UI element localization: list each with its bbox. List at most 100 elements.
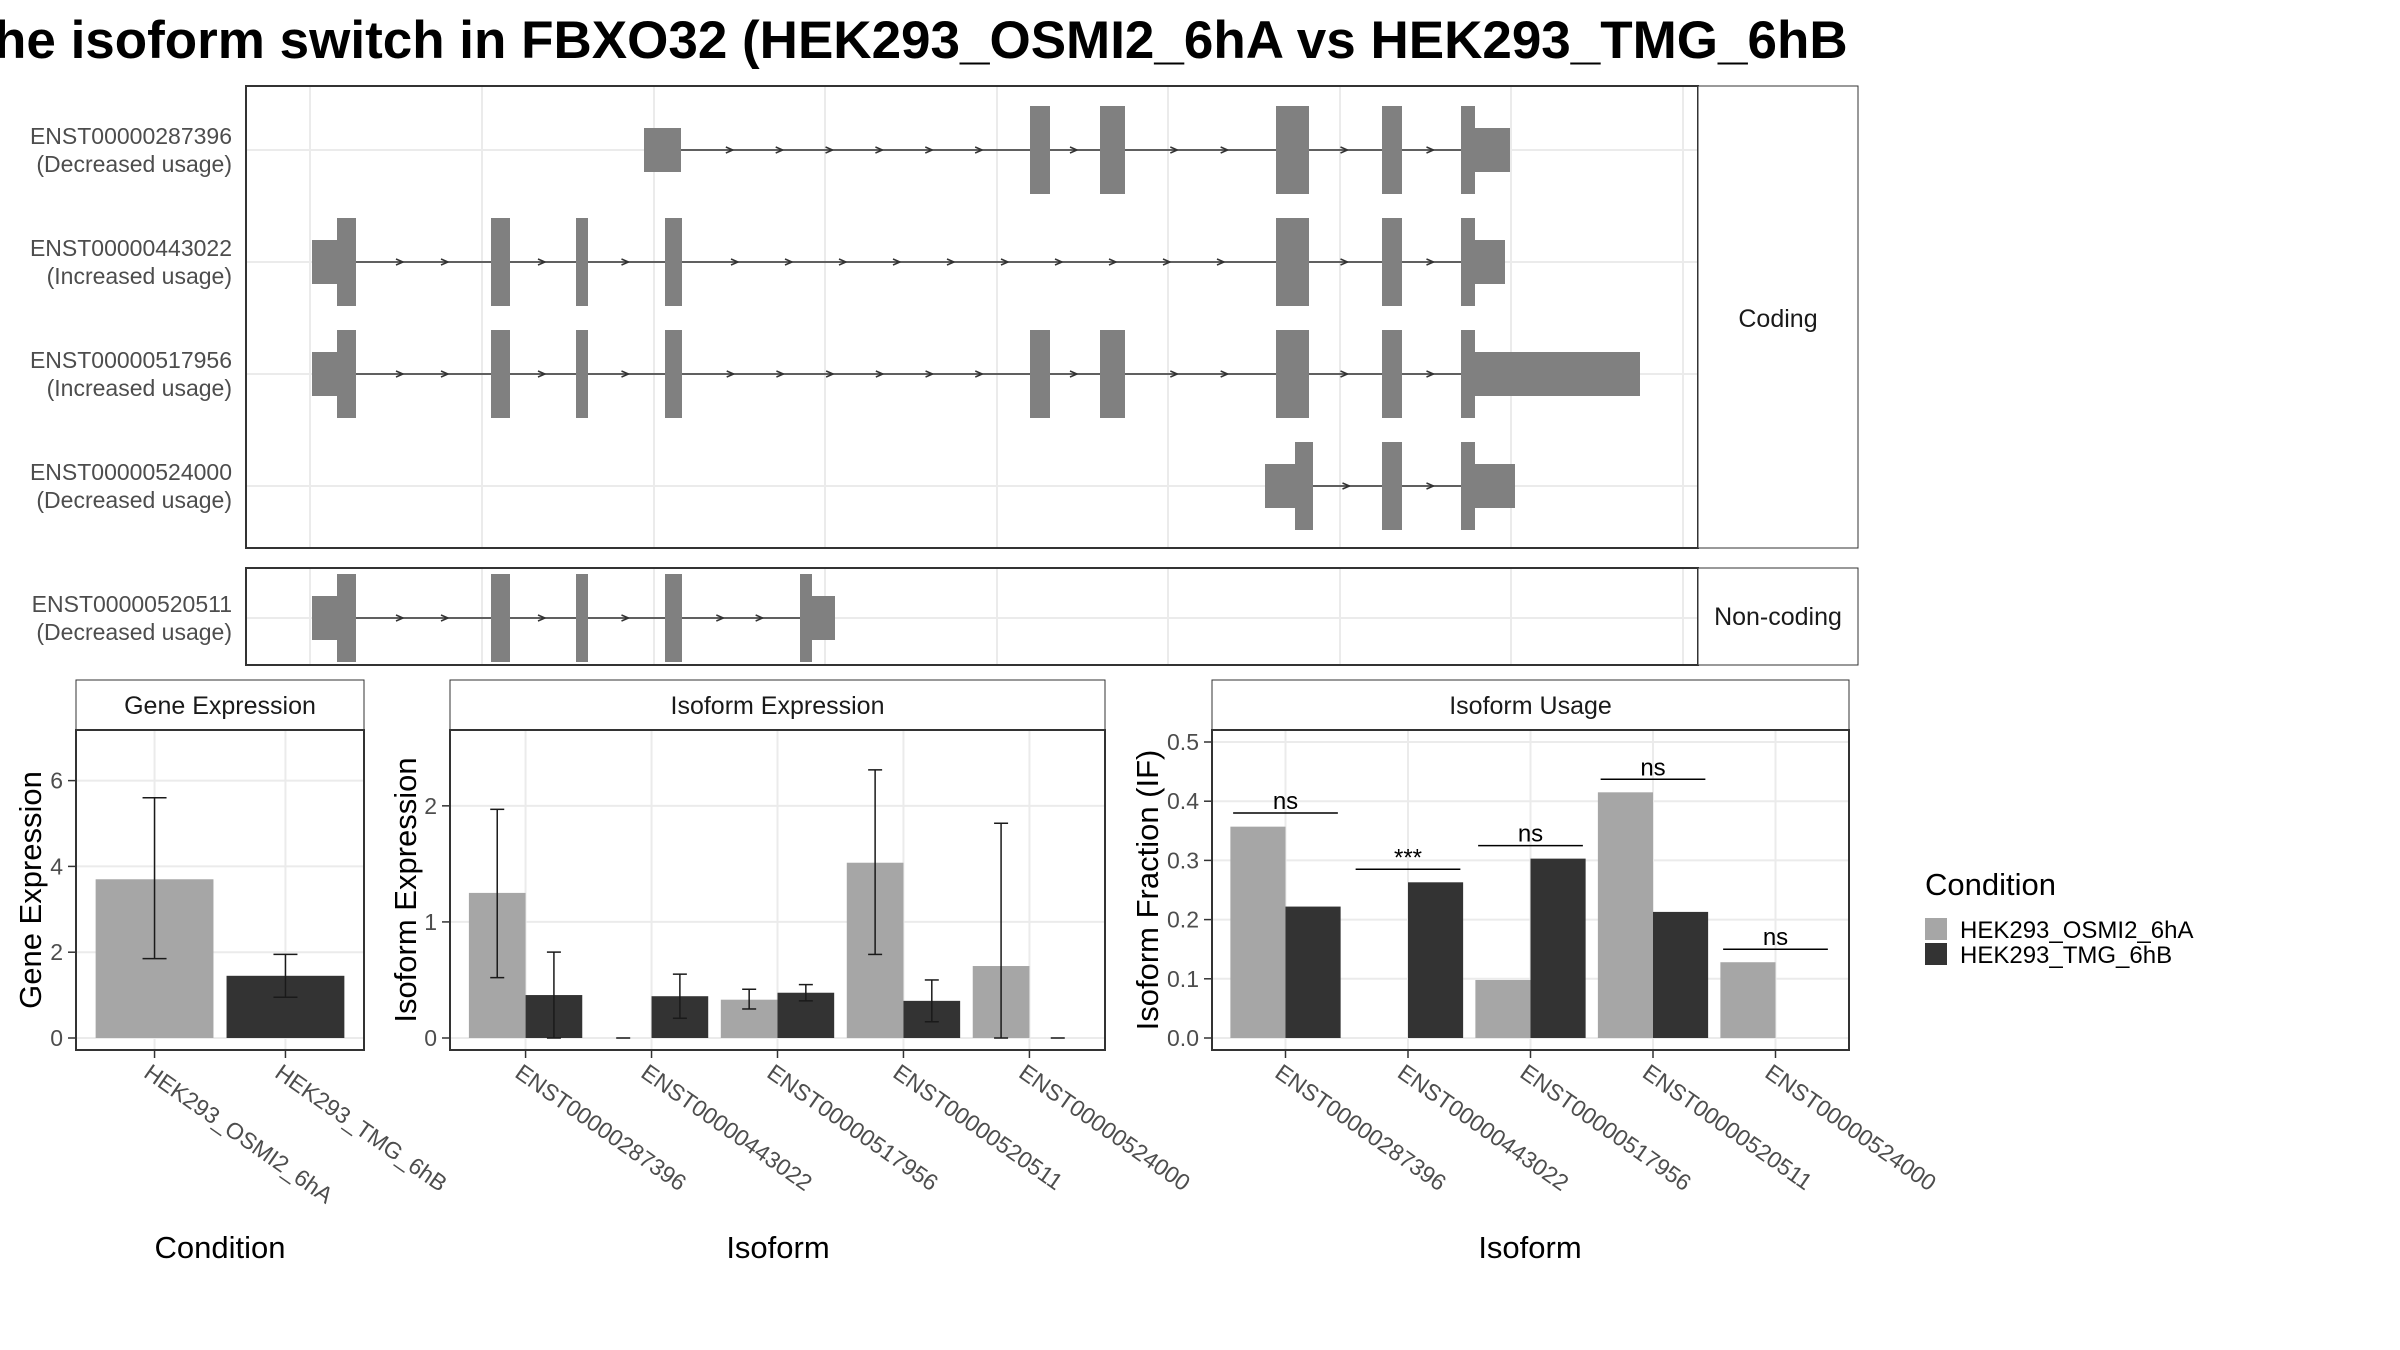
bar-charts: Gene Expression0246HEK293_OSMI2_6hAHEK29… [13, 679, 1941, 1265]
exon [491, 574, 510, 662]
intron-arrow [1220, 370, 1230, 378]
intron-arrow [1170, 146, 1180, 154]
y-tick-label: 2 [50, 939, 63, 965]
legend: Condition HEK293_OSMI2_6hA HEK293_TMG_6h… [1925, 867, 2193, 969]
exon [1382, 442, 1402, 530]
coding-transcripts [312, 106, 1640, 530]
exon [1461, 106, 1475, 194]
intron-arrow [621, 258, 631, 266]
intron-arrow [875, 370, 885, 378]
chart-panel-2: Isoform Usage0.00.10.20.30.40.5ENST00000… [1130, 679, 1941, 1265]
intron-arrow [621, 370, 631, 378]
intron-arrow [1216, 258, 1226, 266]
significance-label: ns [1518, 821, 1543, 848]
bar [1285, 906, 1341, 1038]
intron-arrow [1170, 370, 1180, 378]
intron-arrow [1069, 146, 1079, 154]
noncoding-strip [1697, 567, 1859, 666]
exon [312, 240, 337, 284]
intron-arrow [1069, 370, 1079, 378]
exon [1295, 442, 1313, 530]
exon [337, 330, 356, 418]
exon [576, 330, 588, 418]
intron-arrow [925, 370, 935, 378]
exon [644, 128, 681, 172]
intron-arrow [1000, 258, 1010, 266]
transcript-model [644, 106, 1510, 194]
intron-arrow [716, 614, 726, 622]
intron-arrow [395, 258, 405, 266]
intron-arrow [440, 614, 450, 622]
noncoding-transcripts [312, 574, 835, 662]
exon [812, 596, 835, 640]
bar [1408, 882, 1464, 1038]
noncoding-panel: Non-coding [245, 567, 1859, 666]
exon [1475, 352, 1640, 396]
intron-arrow [621, 614, 631, 622]
plot-border [75, 729, 365, 1051]
exon [491, 218, 510, 306]
exon [1461, 330, 1475, 418]
intron-arrow [776, 370, 786, 378]
exon [337, 218, 356, 306]
exon [1276, 330, 1309, 418]
exon [576, 218, 588, 306]
transcript-usage-label: (Decreased usage) [36, 619, 232, 645]
intron-arrow [1426, 370, 1436, 378]
exon [491, 330, 510, 418]
intron-arrow [730, 258, 740, 266]
transcript-id-label: ENST00000287396 [30, 123, 232, 149]
transcript-id-label: ENST00000520511 [32, 591, 232, 617]
bar [1597, 792, 1653, 1038]
significance-label: ns [1273, 788, 1298, 815]
y-tick-label: 0 [424, 1025, 437, 1051]
exon [1461, 442, 1475, 530]
intron-arrow [892, 258, 902, 266]
strip-coding: Coding [1738, 305, 1817, 333]
intron-arrow [1342, 482, 1352, 490]
transcript-id-label: ENST00000517956 [30, 347, 232, 373]
intron-arrow [537, 614, 547, 622]
intron-arrow [440, 370, 450, 378]
bar [1475, 979, 1531, 1038]
panel-strip [75, 679, 365, 731]
chart-title: Isoform Usage [1449, 692, 1612, 720]
y-tick-label: 6 [50, 768, 63, 794]
intron-arrow [924, 146, 935, 154]
strip-noncoding: Non-coding [1714, 603, 1842, 631]
intron-arrow [1220, 146, 1230, 154]
intron-arrow [838, 258, 848, 266]
intron-arrow [725, 146, 735, 154]
intron-arrow [875, 146, 885, 154]
significance-label: ns [1763, 924, 1788, 951]
intron-arrow [537, 258, 547, 266]
transcript-id-label: ENST00000443022 [30, 235, 232, 261]
noncoding-panel-background [246, 568, 1698, 665]
transcript-model [312, 218, 1505, 306]
x-axis-title: Isoform [1478, 1230, 1581, 1265]
intron-arrow [825, 370, 836, 378]
intron-arrow [974, 370, 985, 378]
exon [1265, 464, 1295, 508]
exon [665, 218, 682, 306]
legend-label-b: HEK293_TMG_6hB [1960, 942, 2172, 969]
legend-label-a: HEK293_OSMI2_6hA [1960, 917, 2193, 944]
exon [337, 574, 356, 662]
y-tick-label: 0.1 [1167, 966, 1199, 992]
exon [1382, 106, 1402, 194]
transcript-model [312, 330, 1640, 418]
y-tick-label: 4 [50, 853, 63, 879]
exon [1461, 218, 1475, 306]
transcript-model [1265, 442, 1515, 530]
x-axis-title: Condition [155, 1230, 286, 1265]
coding-panel-background [246, 86, 1698, 548]
intron-arrow [755, 614, 765, 622]
transcript-labels: ENST00000287396(Decreased usage)ENST0000… [30, 123, 232, 645]
y-axis-title: Isoform Fraction (IF) [1130, 750, 1165, 1031]
intron-arrow [395, 370, 405, 378]
intron-arrow [440, 258, 450, 266]
exon [1382, 218, 1402, 306]
exon [800, 574, 812, 662]
exon [1475, 128, 1510, 172]
